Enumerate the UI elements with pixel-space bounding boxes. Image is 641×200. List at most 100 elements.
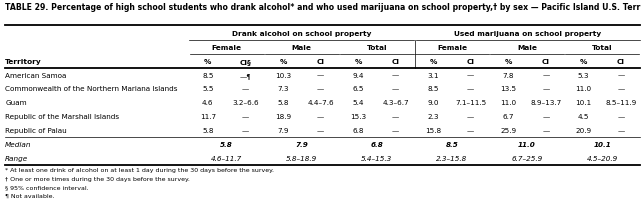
Text: TABLE 29. Percentage of high school students who drank alcohol* and who used mar: TABLE 29. Percentage of high school stud… [5, 3, 641, 12]
Text: —: — [542, 72, 549, 78]
Text: 8.5–11.9: 8.5–11.9 [605, 100, 637, 106]
Text: —: — [392, 127, 399, 133]
Text: %: % [279, 58, 287, 64]
Text: 7.1–11.5: 7.1–11.5 [455, 100, 487, 106]
Text: Drank alcohol on school property: Drank alcohol on school property [233, 31, 372, 37]
Text: ¶ Not available.: ¶ Not available. [5, 193, 54, 198]
Text: CI: CI [542, 58, 550, 64]
Text: 4.5–20.9: 4.5–20.9 [587, 155, 618, 161]
Text: 4.6–11.7: 4.6–11.7 [211, 155, 242, 161]
Text: Female: Female [437, 45, 467, 51]
Text: Territory: Territory [5, 58, 42, 64]
Text: CI: CI [317, 58, 324, 64]
Text: 6.5: 6.5 [353, 86, 364, 92]
Text: 8.5: 8.5 [202, 72, 213, 78]
Text: %: % [579, 58, 587, 64]
Text: 8.5: 8.5 [428, 86, 439, 92]
Text: 5.8: 5.8 [221, 141, 233, 147]
Text: 5.4: 5.4 [353, 100, 364, 106]
Text: 7.8: 7.8 [503, 72, 514, 78]
Text: 2.3–15.8: 2.3–15.8 [437, 155, 467, 161]
Text: 4.5: 4.5 [578, 114, 589, 120]
Text: 4.6: 4.6 [202, 100, 213, 106]
Text: 8.9–13.7: 8.9–13.7 [530, 100, 562, 106]
Text: Commonwealth of the Northern Mariana Islands: Commonwealth of the Northern Mariana Isl… [5, 86, 178, 92]
Text: 7.9: 7.9 [277, 127, 288, 133]
Text: Republic of the Marshall Islands: Republic of the Marshall Islands [5, 114, 119, 120]
Text: 5.8–18.9: 5.8–18.9 [286, 155, 317, 161]
Text: %: % [504, 58, 512, 64]
Text: 6.8: 6.8 [353, 127, 364, 133]
Text: 2.3: 2.3 [428, 114, 439, 120]
Text: 9.4: 9.4 [353, 72, 364, 78]
Text: —¶: —¶ [240, 72, 251, 78]
Text: CI: CI [617, 58, 625, 64]
Text: Range: Range [5, 155, 28, 161]
Text: —: — [617, 127, 624, 133]
Text: Used marijuana on school property: Used marijuana on school property [454, 31, 601, 37]
Text: American Samoa: American Samoa [5, 72, 67, 78]
Text: —: — [392, 72, 399, 78]
Text: 6.7–25.9: 6.7–25.9 [512, 155, 543, 161]
Text: —: — [617, 72, 624, 78]
Text: 10.1: 10.1 [594, 141, 611, 147]
Text: Male: Male [292, 45, 312, 51]
Text: Republic of Palau: Republic of Palau [5, 127, 67, 133]
Text: CI: CI [392, 58, 399, 64]
Text: 13.5: 13.5 [500, 86, 517, 92]
Text: —: — [617, 114, 624, 120]
Text: —: — [392, 114, 399, 120]
Text: —: — [542, 127, 549, 133]
Text: —: — [467, 72, 474, 78]
Text: § 95% confidence interval.: § 95% confidence interval. [5, 184, 88, 189]
Text: CI: CI [467, 58, 475, 64]
Text: 5.8: 5.8 [202, 127, 213, 133]
Text: %: % [204, 58, 212, 64]
Text: %: % [354, 58, 362, 64]
Text: 10.3: 10.3 [275, 72, 291, 78]
Text: —: — [242, 86, 249, 92]
Text: —: — [542, 86, 549, 92]
Text: —: — [467, 114, 474, 120]
Text: † One or more times during the 30 days before the survey.: † One or more times during the 30 days b… [5, 176, 190, 181]
Text: —: — [617, 86, 624, 92]
Text: 11.7: 11.7 [200, 114, 216, 120]
Text: 6.7: 6.7 [503, 114, 514, 120]
Text: —: — [392, 86, 399, 92]
Text: 3.1: 3.1 [428, 72, 439, 78]
Text: * At least one drink of alcohol on at least 1 day during the 30 days before the : * At least one drink of alcohol on at le… [5, 167, 274, 172]
Text: %: % [429, 58, 437, 64]
Text: 5.5: 5.5 [202, 86, 213, 92]
Text: 4.4–7.6: 4.4–7.6 [307, 100, 334, 106]
Text: 7.3: 7.3 [277, 86, 288, 92]
Text: Guam: Guam [5, 100, 27, 106]
Text: —: — [317, 114, 324, 120]
Text: Total: Total [367, 45, 387, 51]
Text: Male: Male [517, 45, 537, 51]
Text: —: — [317, 86, 324, 92]
Text: 5.3: 5.3 [578, 72, 589, 78]
Text: 5.8: 5.8 [277, 100, 288, 106]
Text: 10.1: 10.1 [576, 100, 592, 106]
Text: CI§: CI§ [240, 58, 251, 64]
Text: 5.4–15.3: 5.4–15.3 [362, 155, 392, 161]
Text: 15.8: 15.8 [425, 127, 441, 133]
Text: —: — [317, 127, 324, 133]
Text: 18.9: 18.9 [275, 114, 291, 120]
Text: 20.9: 20.9 [576, 127, 592, 133]
Text: 11.0: 11.0 [500, 100, 517, 106]
Text: 3.2–6.6: 3.2–6.6 [232, 100, 259, 106]
Text: 11.0: 11.0 [518, 141, 536, 147]
Text: 4.3–6.7: 4.3–6.7 [382, 100, 409, 106]
Text: —: — [242, 114, 249, 120]
Text: Female: Female [212, 45, 242, 51]
Text: —: — [467, 86, 474, 92]
Text: 7.9: 7.9 [296, 141, 308, 147]
Text: 8.5: 8.5 [445, 141, 458, 147]
Text: 11.0: 11.0 [576, 86, 592, 92]
Text: Total: Total [592, 45, 613, 51]
Text: —: — [542, 114, 549, 120]
Text: —: — [317, 72, 324, 78]
Text: Median: Median [5, 141, 31, 147]
Text: —: — [242, 127, 249, 133]
